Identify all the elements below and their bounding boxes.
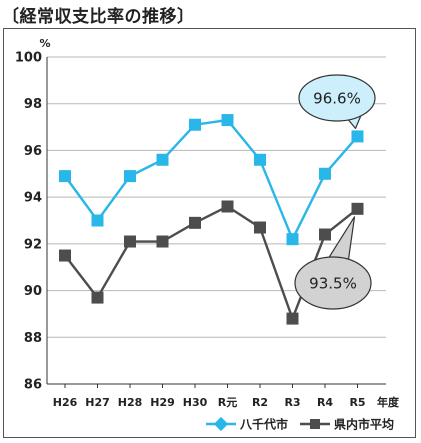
x-axis-label: 年度 — [377, 395, 400, 409]
callouts: 96.6% 93.5% — [294, 74, 376, 310]
data-point — [319, 228, 331, 241]
data-point — [91, 291, 104, 304]
callout-label: 93.5% — [309, 275, 357, 293]
data-point — [189, 216, 201, 229]
data-point — [91, 214, 104, 227]
legend-item-yachiyo: 八千代市 — [206, 417, 288, 432]
x-tick-label: R3 — [284, 396, 300, 409]
y-tick-label: 92 — [24, 237, 42, 252]
data-point — [156, 235, 169, 248]
data-point — [351, 130, 364, 143]
y-tick-labels: 86 88 90 92 94 96 98 100% — [15, 37, 51, 393]
data-point — [254, 221, 266, 234]
callout-bubble — [294, 256, 372, 310]
data-point — [156, 153, 169, 166]
data-point — [124, 170, 136, 183]
y-tick-label: 98 — [24, 97, 42, 112]
legend-marker — [213, 416, 229, 432]
axes — [46, 57, 386, 388]
callout-yachiyo: 96.6% — [298, 74, 376, 130]
x-tick-label: R4 — [317, 396, 333, 409]
x-tick-label: H29 — [150, 396, 175, 409]
y-tick-label: 94 — [24, 191, 42, 206]
x-tick-label: R2 — [252, 396, 268, 409]
y-axis-label: % — [39, 37, 50, 50]
y-tick-label: 96 — [24, 144, 42, 159]
x-tick-label: H26 — [53, 396, 78, 409]
series-line-0 — [64, 118, 359, 241]
data-point — [59, 249, 71, 262]
x-tick-label: R元 — [218, 396, 237, 409]
legend-item-average: 県内市平均 — [300, 417, 394, 432]
y-tick-label: 88 — [24, 331, 42, 346]
callout-label: 96.6% — [313, 90, 361, 108]
data-point — [221, 200, 234, 213]
data-point — [254, 153, 266, 166]
chart-title: 〔経常収支比率の推移〕 — [2, 7, 195, 27]
x-tick-label: R5 — [349, 396, 365, 409]
series-layer — [59, 114, 364, 325]
y-tick-label: 100 — [15, 51, 42, 66]
y-tick-label: 90 — [24, 284, 42, 299]
callout-pointer — [327, 216, 356, 264]
callout-average: 93.5% — [294, 216, 372, 310]
data-point — [319, 167, 331, 180]
legend: 八千代市 県内市平均 — [206, 417, 394, 432]
callout-bubble — [298, 74, 376, 122]
legend-label: 八千代市 — [239, 417, 288, 432]
x-tick-label: H27 — [85, 396, 110, 409]
x-tick-label: H28 — [118, 396, 143, 409]
chart-frame — [3, 28, 416, 438]
data-point — [59, 170, 71, 183]
legend-marker — [310, 419, 320, 429]
x-tick-labels: H26 H27 H28 H29 H30 R元 R2 R3 R4 R5 年度 — [53, 395, 400, 409]
data-point — [189, 118, 201, 131]
data-point — [124, 235, 136, 248]
x-tick-label: H30 — [183, 396, 208, 409]
y-tick-label: 86 — [24, 378, 42, 393]
data-point — [286, 233, 299, 246]
data-point — [221, 114, 234, 127]
data-point — [351, 202, 364, 215]
data-point — [286, 312, 299, 325]
legend-label: 県内市平均 — [334, 417, 394, 432]
